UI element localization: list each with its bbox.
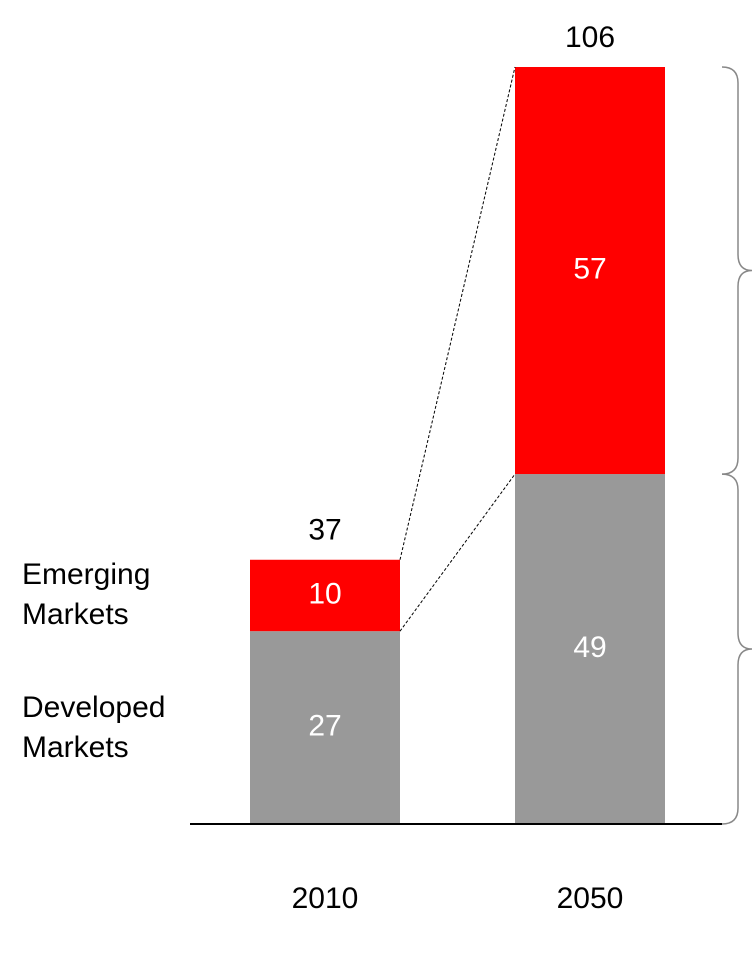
bar-segment [250, 559, 400, 632]
bar-segment [250, 631, 400, 824]
value-label: 49 [573, 631, 606, 664]
x-tick-label: 2010 [292, 882, 359, 915]
connector [399, 66, 516, 560]
connector [399, 473, 516, 632]
x-tick-label: 2050 [557, 882, 624, 915]
value-label: 27 [308, 710, 341, 743]
total-label: 106 [565, 21, 615, 54]
total-label: 37 [308, 514, 341, 547]
legend-label: Developed Markets [22, 690, 166, 764]
value-label: 57 [573, 252, 606, 285]
brace [721, 66, 752, 475]
bar-segment [515, 67, 665, 475]
brace [721, 473, 752, 825]
legend-label: Emerging Markets [22, 558, 151, 632]
bar-segment [515, 474, 665, 824]
value-label: 10 [308, 577, 341, 610]
